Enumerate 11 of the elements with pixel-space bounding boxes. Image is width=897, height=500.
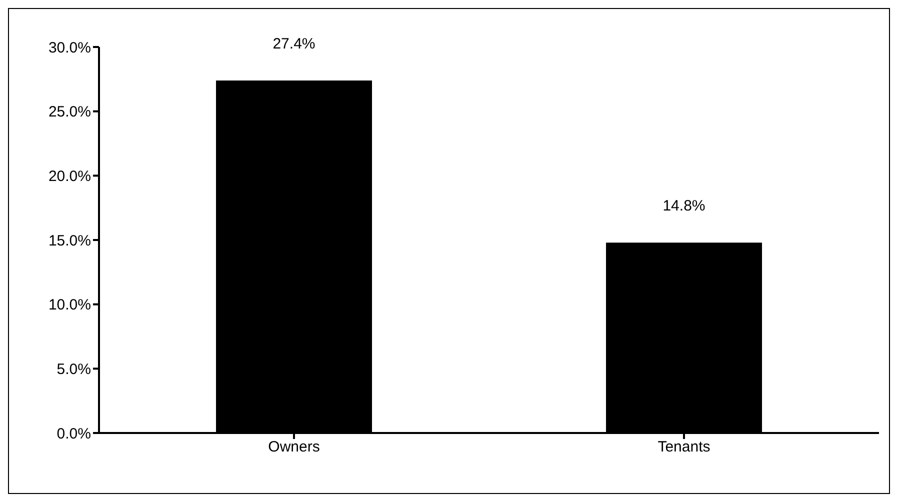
y-tick-label: 0.0% [56, 425, 91, 442]
x-tick-label: Tenants [658, 438, 710, 456]
data-label: 27.4% [272, 35, 316, 52]
y-tick-label: 25.0% [48, 104, 91, 121]
y-tick-label: 15.0% [48, 232, 91, 250]
y-tick-label: 5.0% [56, 360, 91, 378]
data-label: 14.8% [662, 198, 706, 215]
y-tick-label: 30.0% [48, 39, 91, 56]
y-tick-label: 20.0% [48, 168, 91, 185]
x-tick-label: Owners [268, 438, 320, 456]
y-tick-label: 10.0% [48, 296, 91, 314]
